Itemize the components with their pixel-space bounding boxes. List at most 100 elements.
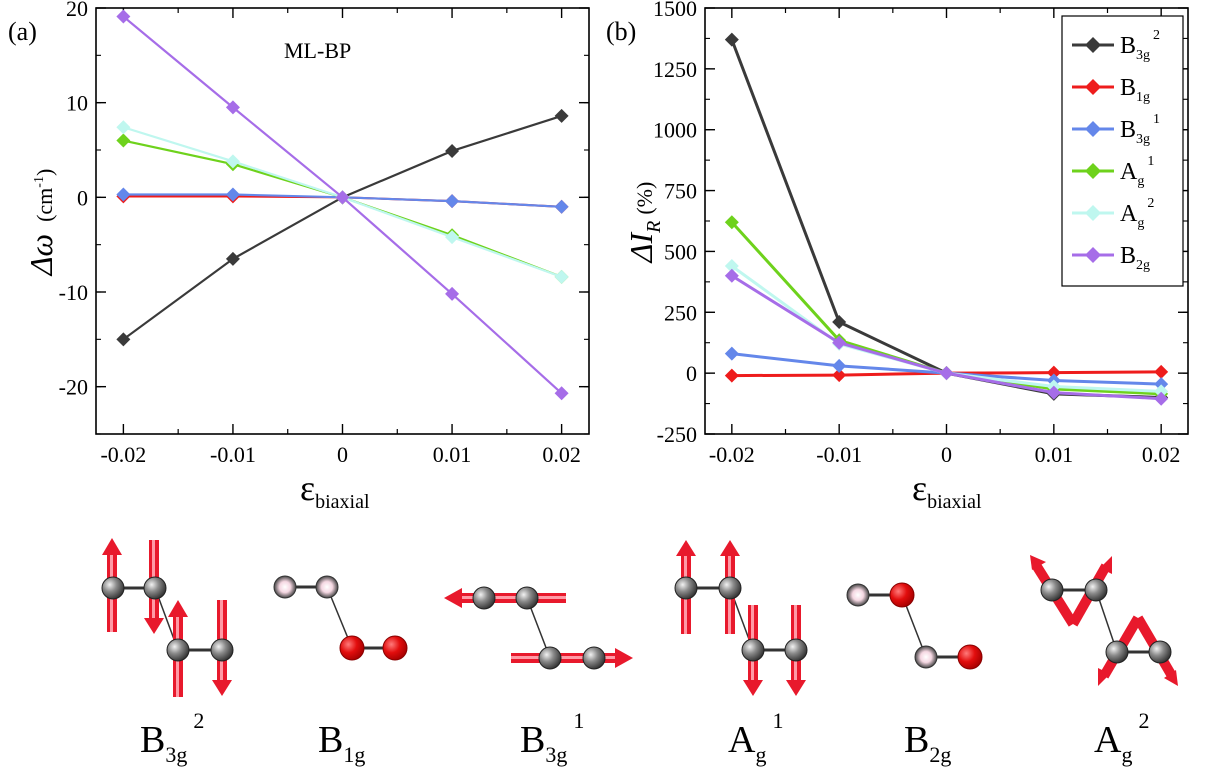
legend-label: B1g bbox=[1120, 75, 1150, 105]
y-tick-label: 1500 bbox=[653, 0, 697, 21]
data-point bbox=[1154, 391, 1169, 406]
y-tick-label: 750 bbox=[664, 179, 697, 204]
panel-b-ylabel-main: ΔI bbox=[623, 232, 659, 265]
arrow-left bbox=[444, 588, 566, 608]
data-point bbox=[724, 368, 739, 383]
panel-a-ylabel-unit: (cm bbox=[32, 188, 57, 222]
data-point bbox=[1046, 365, 1061, 380]
panel-b-xlabel: εbiaxial bbox=[912, 468, 982, 513]
legend-item-Ag2: Ag2 bbox=[1072, 196, 1154, 231]
data-point bbox=[445, 286, 460, 301]
y-tick-label: -10 bbox=[59, 280, 88, 305]
data-point bbox=[225, 187, 240, 202]
x-tick-label: -0.02 bbox=[709, 442, 755, 467]
panel-a-annotation: ML-BP bbox=[284, 38, 351, 63]
legend-swatch-marker bbox=[1085, 163, 1101, 179]
data-point bbox=[1046, 385, 1061, 400]
x-tick-label: -0.02 bbox=[100, 442, 146, 467]
data-point bbox=[116, 332, 131, 347]
x-tick-label: 0.02 bbox=[1142, 442, 1181, 467]
x-tick-label: 0.01 bbox=[1035, 442, 1074, 467]
panel-b-ylabel-unit: (%) bbox=[632, 182, 657, 215]
panel-a: (a) ML-BP -0.02 -0.01 0 0.01 0.02 20 10 0 -10 -20… bbox=[8, 0, 590, 513]
mode-b3g2-diagram bbox=[101, 538, 234, 697]
mode-b2g-diagram bbox=[846, 582, 983, 670]
data-point bbox=[724, 259, 739, 274]
mode-ag2-diagram bbox=[1030, 555, 1178, 686]
data-point bbox=[724, 346, 739, 361]
data-point bbox=[554, 108, 569, 123]
mode-label-Ag1: Ag1 bbox=[728, 708, 783, 767]
legend-box bbox=[1061, 15, 1184, 287]
mode-label-B2g: B2g bbox=[904, 719, 951, 767]
panel-b-ylabel-sub: R bbox=[643, 221, 665, 234]
data-point bbox=[116, 187, 131, 202]
mode-label-Ag2: Ag2 bbox=[1094, 708, 1149, 767]
series-B2g bbox=[724, 268, 1169, 406]
legend-swatch-marker bbox=[1085, 205, 1101, 221]
x-tick-label: 0 bbox=[337, 442, 348, 467]
data-point bbox=[554, 386, 569, 401]
panel-a-series bbox=[116, 9, 569, 401]
data-point bbox=[832, 315, 847, 330]
panel-b-ylabel: ΔIR (%) bbox=[623, 182, 665, 265]
mode-ag1-diagram bbox=[674, 540, 808, 696]
data-point bbox=[1154, 377, 1169, 392]
data-point bbox=[116, 133, 131, 148]
legend-item-B3g2: B3g2 bbox=[1072, 28, 1160, 63]
legend-label: B2g bbox=[1120, 243, 1150, 273]
legend-swatch-marker bbox=[1085, 121, 1101, 137]
y-tick-label: 500 bbox=[664, 239, 697, 264]
panel-a-ylabel-sup: -1 bbox=[32, 176, 47, 188]
panel-a-ylabel: Δω (cm-1) bbox=[23, 169, 59, 278]
data-point bbox=[116, 120, 131, 135]
y-tick-label: 20 bbox=[66, 0, 88, 21]
panel-a-xlabel-sub: biaxial bbox=[315, 491, 370, 513]
series-line bbox=[123, 139, 563, 278]
data-point bbox=[832, 368, 847, 383]
data-point bbox=[724, 32, 739, 47]
data-point bbox=[832, 358, 847, 373]
legend-label: Ag2 bbox=[1120, 196, 1154, 231]
mode-label-B3g1: B3g1 bbox=[520, 708, 584, 767]
data-point bbox=[225, 100, 240, 115]
series-line bbox=[122, 15, 563, 395]
panel-b-xlabel-main: ε bbox=[912, 468, 927, 508]
panel-b-xlabel-sub: biaxial bbox=[927, 491, 982, 513]
data-point bbox=[724, 215, 739, 230]
y-tick-label: 1250 bbox=[653, 57, 697, 82]
data-point bbox=[225, 154, 240, 169]
data-point bbox=[1154, 364, 1169, 379]
y-tick-label: -20 bbox=[59, 375, 88, 400]
panel-a-xlabel-main: ε bbox=[300, 468, 315, 508]
y-tick-label: 250 bbox=[664, 300, 697, 325]
y-tick-label: 0 bbox=[77, 185, 88, 210]
panel-a-label: (a) bbox=[8, 17, 37, 46]
data-point bbox=[554, 199, 569, 214]
panel-a-ylabel-close: ) bbox=[32, 169, 57, 176]
panel-a-ticks: -0.02 -0.01 0 0.01 0.02 20 10 0 -10 -20 bbox=[59, 0, 589, 467]
legend-item-Ag1: Ag1 bbox=[1072, 154, 1154, 189]
mode-label-B1g: B1g bbox=[318, 719, 365, 767]
x-tick-label: 0.02 bbox=[542, 442, 581, 467]
data-point bbox=[335, 190, 350, 205]
data-point bbox=[116, 9, 131, 24]
legend-swatch-marker bbox=[1085, 79, 1101, 95]
legend-item-B1g: B1g bbox=[1072, 75, 1150, 105]
panel-b-series bbox=[724, 32, 1169, 406]
data-point bbox=[554, 269, 569, 284]
panel-a-xlabel: εbiaxial bbox=[300, 468, 370, 513]
panel-b: (b) -0.02 -0.01 0 0.01 0.02 1500 1250 1000 750 50… bbox=[606, 0, 1189, 513]
series-Ag1 bbox=[116, 133, 569, 284]
legend-swatch-marker bbox=[1085, 247, 1101, 263]
mode-labels: B3g2 B1g B3g1 Ag1 B2g Ag2 bbox=[140, 708, 1149, 767]
mode-b3g1-diagram bbox=[444, 586, 633, 670]
x-tick-label: -0.01 bbox=[816, 442, 862, 467]
legend: B3g2 B1g B3g1 Ag1 Ag2 B2g bbox=[1072, 28, 1160, 273]
mode-illustrations bbox=[101, 538, 1178, 697]
x-tick-label: -0.01 bbox=[210, 442, 256, 467]
data-point bbox=[225, 251, 240, 266]
legend-label: Ag1 bbox=[1120, 154, 1154, 189]
mode-b1g-diagram bbox=[273, 575, 408, 661]
